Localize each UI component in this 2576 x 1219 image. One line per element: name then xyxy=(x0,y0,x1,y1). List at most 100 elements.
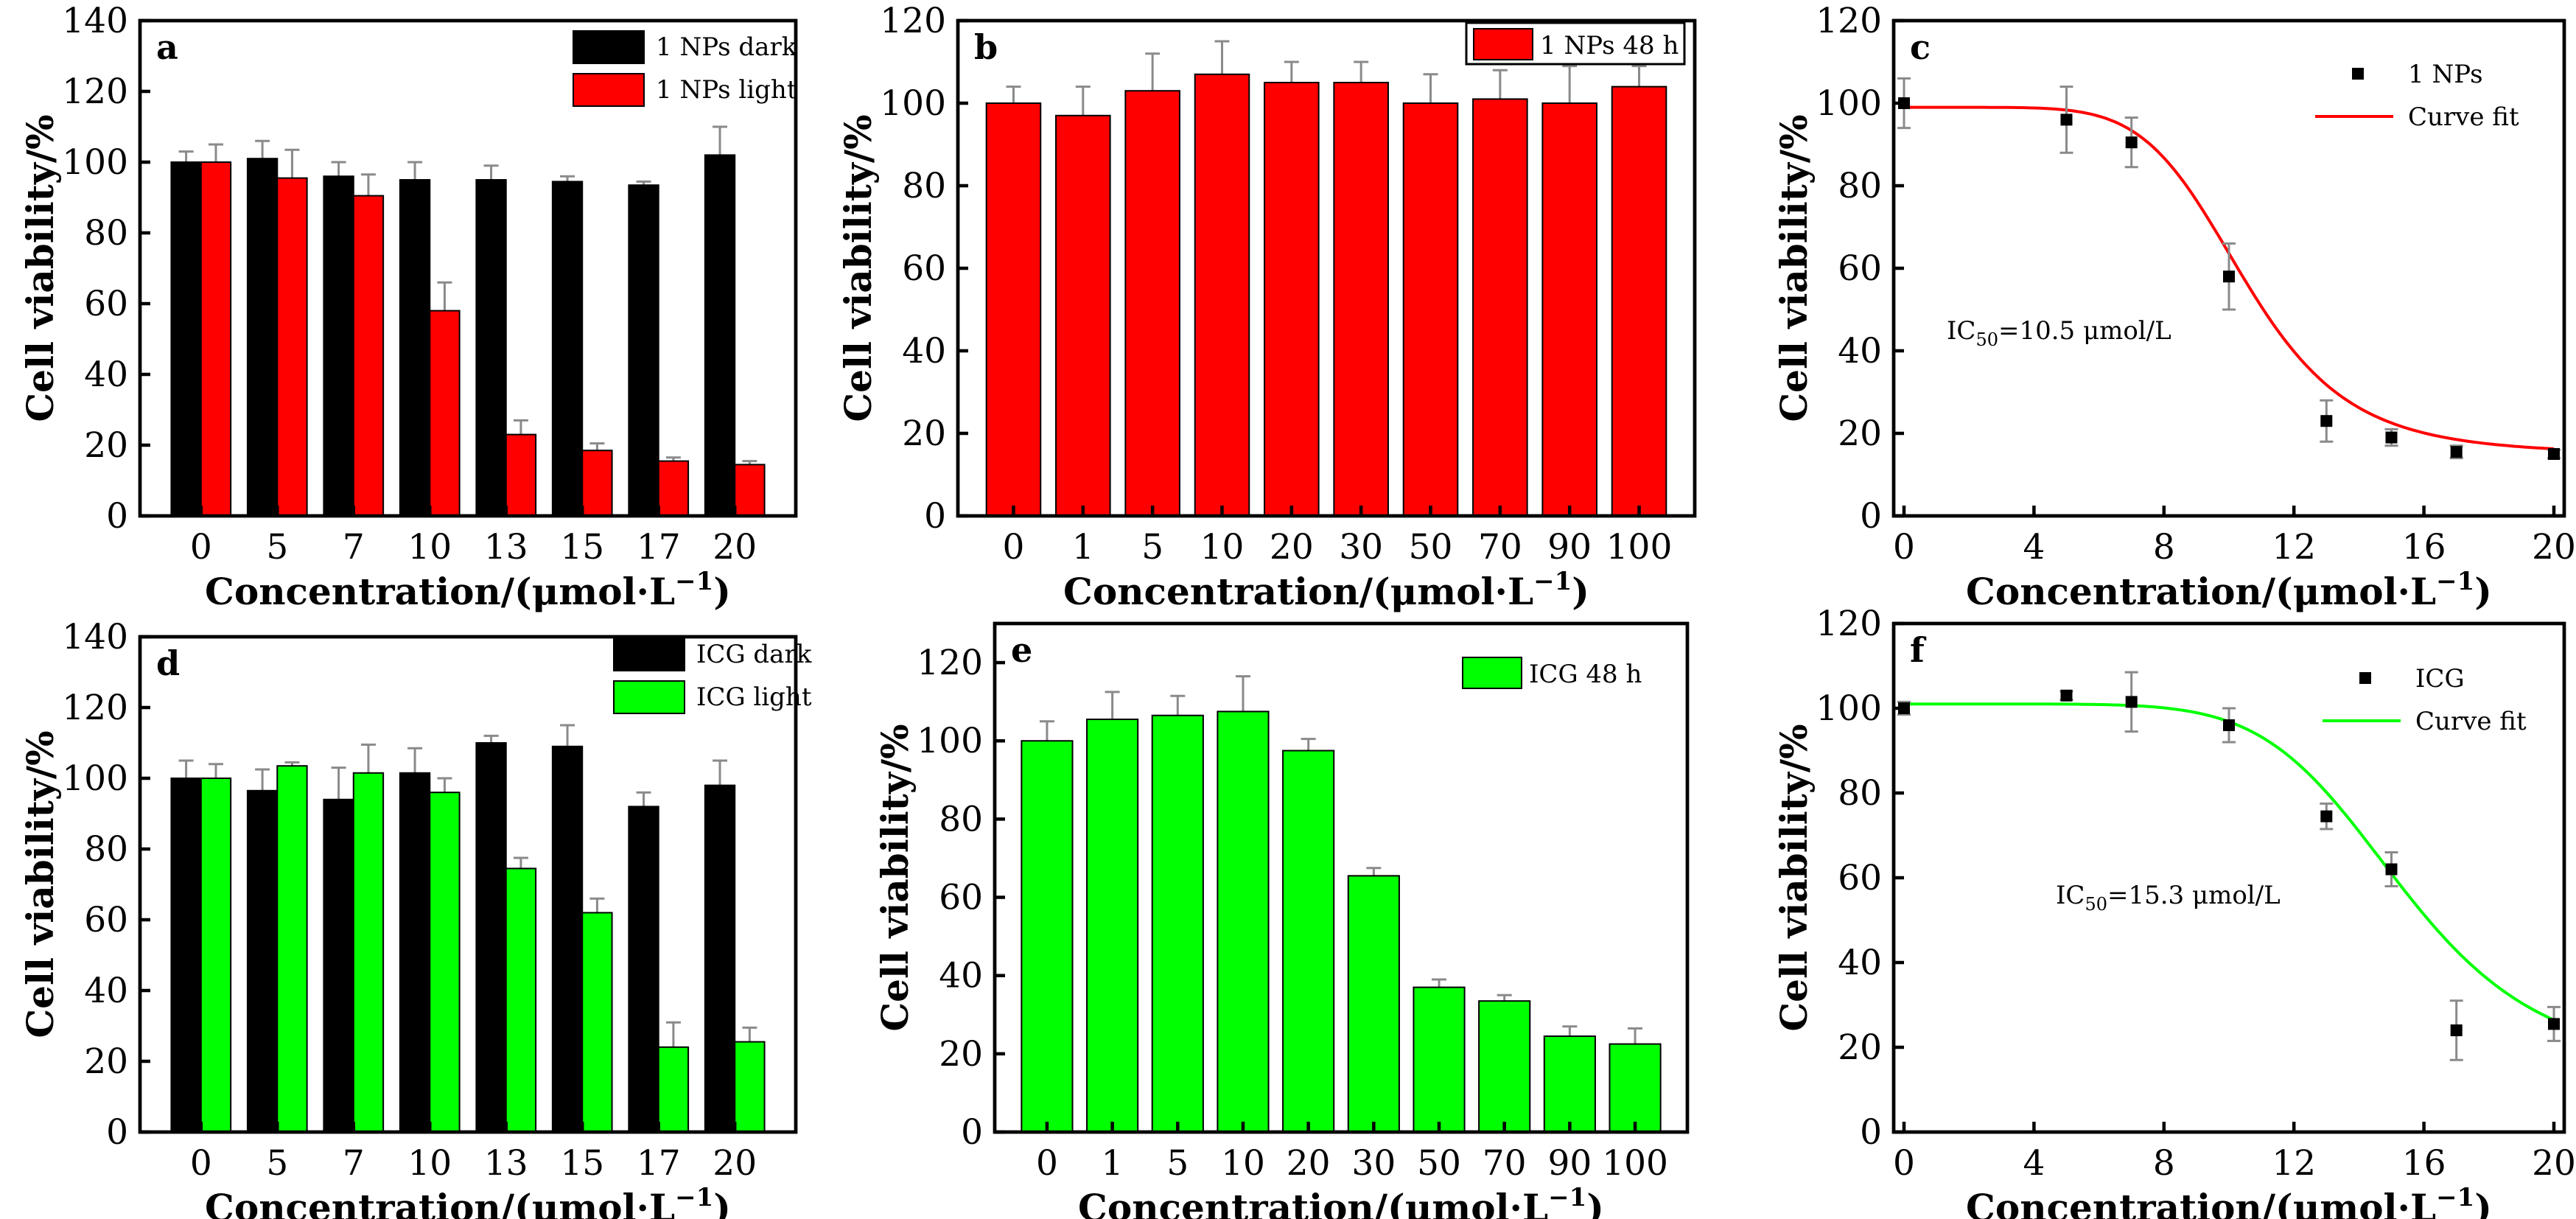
x-tick-label: 20 xyxy=(713,527,757,567)
y-tick-label: 0 xyxy=(961,1112,983,1153)
x-tick-label: 16 xyxy=(2402,527,2446,567)
x-axis-label-sup: −1 xyxy=(675,1183,713,1212)
y-tick-label: 100 xyxy=(62,142,128,183)
y-tick-label: 0 xyxy=(1860,496,1882,537)
plot-frame-top xyxy=(1891,621,2566,1134)
ic50-value: =15.3 μmol/L xyxy=(2107,881,2281,910)
x-tick-label: 20 xyxy=(1287,1143,1331,1184)
y-tick-label: 80 xyxy=(1838,166,1882,206)
y-axis-label: Cell viability/% xyxy=(836,114,880,422)
data-point xyxy=(1898,97,1910,109)
x-tick-label: 8 xyxy=(2153,1143,2175,1184)
bar xyxy=(352,195,385,517)
ic50-annotation: IC50=15.3 μmol/L xyxy=(2056,881,2281,915)
y-tick-label: 120 xyxy=(1816,604,1882,644)
legend-swatch xyxy=(573,30,645,64)
plot-frame xyxy=(1891,621,2566,1134)
bar xyxy=(1609,1043,1662,1133)
x-axis-label-close: ) xyxy=(2474,1186,2492,1219)
bar xyxy=(1021,740,1074,1133)
y-tick-label: 100 xyxy=(880,83,946,124)
x-tick-label: 30 xyxy=(1339,527,1383,567)
y-tick-label: 80 xyxy=(939,799,983,839)
x-tick-label: 90 xyxy=(1547,527,1592,567)
data-point xyxy=(2385,431,2398,444)
x-tick-label: 15 xyxy=(560,527,604,567)
bar xyxy=(1541,102,1597,517)
x-tick-label: 10 xyxy=(1221,1143,1265,1184)
y-tick-label: 0 xyxy=(1860,1112,1882,1153)
y-tick-label: 60 xyxy=(1838,248,1882,289)
bar xyxy=(399,179,431,517)
x-tick-label: 17 xyxy=(637,527,681,567)
panel-label: c xyxy=(1910,27,1931,67)
x-tick-label: 50 xyxy=(1409,527,1453,567)
x-axis-label-sup: −1 xyxy=(2436,1183,2474,1212)
y-tick-label: 40 xyxy=(1838,943,1882,983)
x-tick-label: 50 xyxy=(1417,1143,1461,1184)
x-tick-label: 10 xyxy=(407,1143,452,1184)
x-tick-label: 0 xyxy=(190,1143,212,1184)
y-tick-label: 120 xyxy=(880,1,946,41)
data-point xyxy=(2450,446,2463,458)
x-tick-label: 100 xyxy=(1606,527,1673,567)
y-tick-label: 20 xyxy=(84,1041,128,1082)
y-tick-label: 100 xyxy=(1816,688,1882,729)
bar xyxy=(628,184,659,517)
x-tick-label: 30 xyxy=(1351,1143,1396,1184)
panel-label: e xyxy=(1011,630,1032,670)
x-tick-label: 20 xyxy=(2532,527,2576,567)
bar xyxy=(170,161,202,517)
x-tick-label: 7 xyxy=(343,1143,365,1184)
bar xyxy=(1611,85,1667,517)
bar xyxy=(200,161,232,517)
legend-marker xyxy=(2359,672,2371,684)
bar xyxy=(1472,98,1528,517)
bar xyxy=(1413,986,1466,1133)
data-point xyxy=(2125,136,2138,149)
data-point xyxy=(2450,1024,2463,1036)
bar xyxy=(1264,82,1320,517)
x-axis-label-sup: −1 xyxy=(675,567,713,596)
plot-frame-top xyxy=(956,18,1697,518)
y-tick-label: 140 xyxy=(62,617,128,657)
bar xyxy=(323,175,354,517)
legend-swatch xyxy=(1473,28,1533,60)
x-axis-label-main: Concentration/(μmol·L xyxy=(205,1186,675,1219)
bar xyxy=(276,177,308,517)
x-tick-label: 1 xyxy=(1102,1143,1124,1184)
legend-label: ICG light xyxy=(696,682,812,712)
y-tick-label: 40 xyxy=(939,956,983,996)
x-tick-label: 12 xyxy=(2272,1143,2316,1184)
bar xyxy=(1282,750,1335,1133)
legend-swatch xyxy=(573,73,645,107)
x-axis-label-sup: −1 xyxy=(1533,567,1572,596)
y-tick-label: 60 xyxy=(939,878,983,918)
y-tick-label: 80 xyxy=(84,213,128,254)
x-tick-label: 10 xyxy=(1200,527,1245,567)
data-point xyxy=(2320,810,2333,822)
bar xyxy=(352,772,385,1134)
plot-frame-top xyxy=(138,18,798,518)
x-axis-label-close: ) xyxy=(1572,570,1589,613)
panel-label: f xyxy=(1910,630,1927,670)
x-axis-label: Concentration/(μmol·L−1) xyxy=(1966,567,2492,613)
bar xyxy=(704,154,736,517)
bar xyxy=(475,179,507,517)
bar xyxy=(1124,90,1180,517)
bar xyxy=(1086,719,1139,1133)
bar xyxy=(505,867,537,1134)
x-tick-label: 5 xyxy=(266,527,288,567)
panel-label: a xyxy=(156,27,178,67)
x-tick-label: 4 xyxy=(2023,527,2045,567)
data-point xyxy=(1898,702,1910,714)
plot-frame-top xyxy=(993,621,1690,1134)
y-tick-label: 20 xyxy=(1838,413,1882,454)
